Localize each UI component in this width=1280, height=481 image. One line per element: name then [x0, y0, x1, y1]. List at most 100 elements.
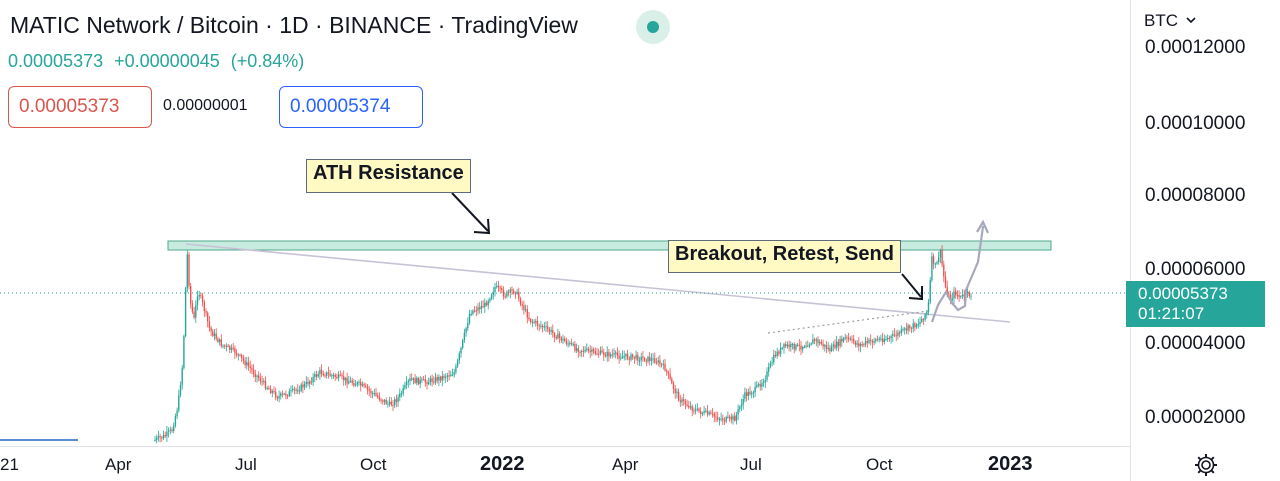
candle-body	[431, 378, 433, 382]
candle-body	[904, 328, 906, 330]
candle-body	[757, 384, 760, 386]
candle-body	[326, 372, 328, 376]
candle-body	[489, 298, 491, 301]
candle-body	[550, 330, 552, 332]
rising-support-line[interactable]	[767, 310, 929, 334]
last-price-tag: 0.00005373 01:21:07	[1126, 281, 1265, 327]
candle-body	[623, 356, 625, 358]
breakout-label[interactable]: Breakout, Retest, Send	[668, 240, 901, 273]
candle-body	[405, 382, 408, 386]
candle-body	[356, 382, 358, 385]
candle-body	[351, 380, 353, 384]
candle-body	[888, 337, 891, 339]
candle-body	[565, 341, 568, 344]
ath-resistance-label[interactable]: ATH Resistance	[306, 159, 471, 193]
candle-body	[429, 378, 432, 383]
candle-body	[519, 298, 522, 305]
candle-body	[553, 333, 556, 337]
candle-body	[181, 367, 183, 385]
market-status-icon[interactable]	[636, 10, 670, 44]
candle-body	[156, 437, 158, 440]
candle-body	[176, 410, 178, 417]
candle-body	[225, 345, 228, 347]
gear-icon[interactable]	[1194, 453, 1218, 477]
candle-body	[832, 344, 834, 347]
candle-body	[242, 357, 245, 361]
candle-body	[353, 383, 355, 386]
candle-body	[392, 405, 394, 407]
candle-body	[315, 374, 318, 377]
candle-body	[703, 411, 705, 413]
candle-body	[813, 339, 816, 341]
time-axis-label: Oct	[360, 455, 387, 474]
candle-body	[217, 338, 219, 342]
candle-body	[201, 295, 204, 303]
candle-body	[339, 374, 341, 376]
candle-body	[195, 305, 197, 318]
candle-body	[830, 346, 833, 352]
candle-body	[490, 294, 493, 299]
candle-body	[871, 340, 874, 343]
descending-trendline[interactable]	[185, 243, 1011, 323]
candle-body	[494, 286, 496, 293]
candle-body	[322, 374, 324, 376]
candle-body	[667, 371, 670, 374]
candle-body	[921, 319, 923, 322]
candle-body	[506, 291, 508, 297]
candle-body	[285, 393, 287, 396]
candle-body	[586, 348, 588, 350]
chevron-down-icon	[1186, 17, 1196, 24]
candle-body	[207, 312, 209, 322]
candle-body	[154, 439, 156, 441]
candle-body	[932, 256, 935, 264]
projection-arrowhead	[976, 219, 990, 234]
candle-body	[616, 352, 619, 356]
candle-body	[966, 291, 969, 293]
candle-body	[898, 332, 901, 334]
candle-body	[327, 372, 330, 374]
ath-resistance-zone[interactable]	[167, 240, 1052, 251]
last-price-tag-value: 0.00005373	[1138, 284, 1228, 303]
candle-body	[531, 321, 534, 323]
candle-body	[485, 302, 488, 306]
candle-body	[331, 375, 333, 377]
candle-body	[956, 295, 959, 297]
candle-body	[628, 358, 630, 360]
spread-value: 0.00000001	[163, 97, 248, 114]
sell-button[interactable]: 0.00005373	[8, 86, 152, 128]
candle-body	[446, 375, 449, 377]
candle-body	[863, 344, 865, 346]
candle-body	[174, 416, 177, 426]
candle-body	[426, 382, 428, 385]
candle-body	[864, 341, 867, 345]
candle-body	[870, 339, 872, 341]
price-axis-label: 0.00008000	[1145, 185, 1246, 206]
breakout-arrow	[901, 273, 922, 298]
candle-body	[368, 389, 370, 391]
candle-body	[774, 354, 777, 357]
candle-body	[227, 345, 229, 347]
price-chart[interactable]	[0, 0, 1130, 446]
candle-body	[567, 343, 569, 345]
candle-body	[307, 381, 309, 385]
buy-button[interactable]: 0.00005374	[279, 86, 423, 128]
candle-body	[511, 289, 513, 291]
candle-body	[807, 345, 809, 347]
candle-body	[620, 357, 622, 359]
candle-body	[412, 378, 415, 380]
candle-body	[433, 381, 435, 383]
candle-body	[402, 387, 404, 394]
candle-body	[934, 263, 936, 265]
candle-body	[451, 374, 454, 376]
candle-body	[540, 325, 542, 327]
candle-body	[463, 332, 466, 341]
candle-body	[497, 285, 500, 288]
candle-body	[276, 397, 279, 399]
currency-selector[interactable]: BTC	[1144, 11, 1196, 31]
price-axis-label: 0.00010000	[1145, 113, 1246, 134]
candle-body	[273, 391, 275, 393]
candle-body	[596, 353, 598, 355]
candle-body	[751, 393, 753, 395]
candle-body	[462, 340, 464, 348]
price-axis-label: 0.00004000	[1145, 333, 1246, 354]
